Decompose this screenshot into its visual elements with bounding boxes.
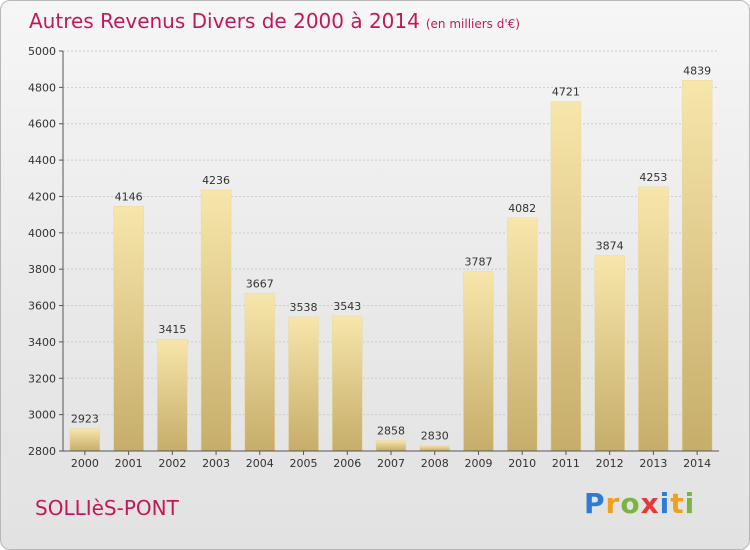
- y-tick-label: 4200: [28, 190, 56, 203]
- data-label: 4082: [508, 202, 536, 215]
- data-label: 4146: [115, 190, 143, 203]
- bar: [69, 428, 101, 452]
- bar: [638, 186, 669, 452]
- bar: [463, 271, 494, 452]
- data-label: 2858: [377, 424, 405, 437]
- bars: 2923 4146 3415 4236 3667 3538 3543 2858 2830 3787…: [69, 64, 713, 452]
- data-label: 2830: [421, 430, 449, 443]
- x-tick-label: 2005: [290, 457, 318, 470]
- x-tick-label: 2003: [202, 457, 230, 470]
- x-tick-label: 2010: [508, 457, 536, 470]
- x-tick-label: 2012: [596, 457, 624, 470]
- bar: [419, 445, 450, 452]
- data-label: 4236: [202, 174, 230, 187]
- data-label: 3667: [246, 277, 274, 290]
- x-tick-label: 2000: [71, 457, 99, 470]
- logo-letter: x: [640, 487, 660, 520]
- commune-name: SOLLIèS-PONT: [35, 496, 179, 520]
- y-tick-label: 4000: [28, 227, 56, 240]
- bar: [200, 189, 232, 452]
- data-label: 2923: [71, 413, 99, 426]
- data-label: 4253: [639, 171, 667, 184]
- bar: [332, 315, 363, 452]
- axes: 2800 3000 3200 3400 3600 3800 4000 4200 4400 4600…: [28, 45, 719, 470]
- bar: [375, 440, 407, 452]
- x-tick-label: 2013: [639, 457, 667, 470]
- y-tick-label: 3800: [28, 263, 56, 276]
- bar: [550, 101, 582, 452]
- data-label: 3787: [464, 256, 492, 269]
- data-label: 3874: [596, 240, 624, 253]
- x-tick-label: 2002: [158, 457, 186, 470]
- bar: [244, 293, 276, 452]
- x-tick-label: 2011: [552, 457, 580, 470]
- y-tick-label: 4600: [28, 118, 56, 131]
- y-tick-label: 4800: [28, 81, 56, 94]
- data-label: 3543: [333, 300, 361, 313]
- bar: [113, 206, 144, 452]
- y-tick-label: 3600: [28, 300, 56, 313]
- data-label: 4721: [552, 86, 580, 99]
- logo-letter: t: [670, 487, 685, 520]
- bar: [506, 217, 538, 452]
- proxiti-logo: Proxiti: [584, 487, 695, 520]
- x-tick-label: 2006: [333, 457, 361, 470]
- chart-unit-note: (en milliers d'€): [425, 17, 520, 31]
- x-tick-label: 2001: [115, 457, 143, 470]
- bar: [681, 80, 713, 452]
- y-tick-label: 3000: [28, 409, 56, 422]
- bar: [594, 255, 625, 452]
- data-label: 3415: [158, 323, 186, 336]
- y-tick-label: 4400: [28, 154, 56, 167]
- logo-letter: i: [684, 487, 696, 520]
- y-tick-label: 3200: [28, 372, 56, 385]
- bar: [157, 338, 188, 452]
- chart-title-text: Autres Revenus Divers de 2000 à 2014: [29, 9, 420, 33]
- logo-letter: o: [620, 487, 641, 520]
- bar: [288, 316, 319, 452]
- x-tick-label: 2014: [683, 457, 711, 470]
- x-tick-label: 2009: [464, 457, 492, 470]
- y-tick-label: 3400: [28, 336, 56, 349]
- data-label: 4839: [683, 64, 711, 77]
- chart-title: Autres Revenus Divers de 2000 à 2014 (en …: [29, 9, 520, 33]
- data-label: 3538: [290, 301, 318, 314]
- logo-letter: r: [605, 487, 621, 520]
- y-tick-label: 2800: [28, 445, 56, 458]
- x-tick-label: 2004: [246, 457, 274, 470]
- logo-letter: P: [584, 487, 606, 520]
- logo-letter: i: [659, 487, 671, 520]
- x-tick-label: 2007: [377, 457, 405, 470]
- x-tick-label: 2008: [421, 457, 449, 470]
- y-tick-label: 5000: [28, 45, 56, 58]
